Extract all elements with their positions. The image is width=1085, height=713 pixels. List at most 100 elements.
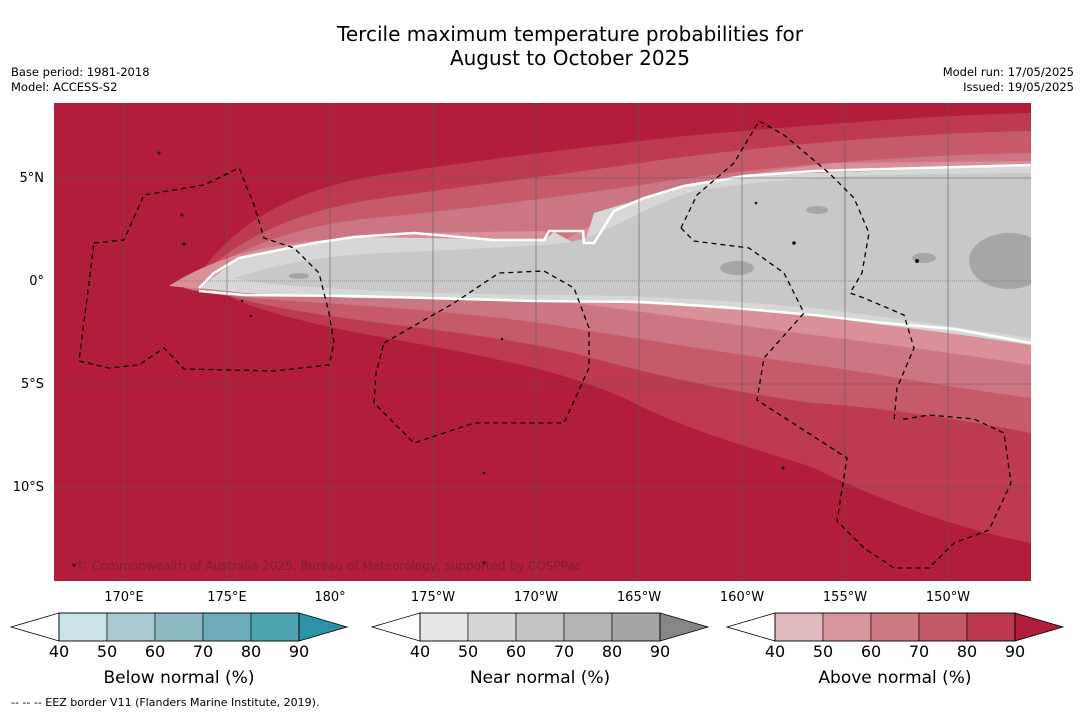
island-speck (754, 201, 758, 205)
above-colorbar-tick-label: 40 (764, 642, 786, 661)
eez-footnote: -- -- -- EEZ border V11 (Flanders Marine… (11, 696, 320, 709)
map-title-line-1: Tercile maximum temperature probabilitie… (337, 22, 803, 46)
island-speck (482, 471, 486, 475)
above-colorbar-tick-label: 90 (1004, 642, 1026, 661)
island-speck (182, 242, 186, 246)
near-60-patch-north (806, 206, 828, 214)
below-colorbar-tick-label: 40 (48, 642, 70, 661)
near-colorbar-bin (467, 612, 517, 642)
above-colorbar-tick-label: 60 (860, 642, 882, 661)
above-colorbar-min-arrow (726, 612, 776, 642)
near-colorbar-tick-label: 70 (553, 642, 575, 661)
island-speck (915, 259, 919, 263)
lat-label-equator: 0° (29, 274, 44, 289)
near-60-patch-east (969, 233, 1031, 289)
below-colorbar-max-arrow (298, 612, 349, 642)
island-speck (180, 213, 184, 217)
lon-label-175e: 175°E (207, 590, 247, 605)
near-colorbar-frame (419, 612, 661, 642)
above-colorbar-bin (870, 612, 920, 642)
island-speck (72, 563, 76, 567)
lon-label-170w: 170°W (513, 590, 559, 605)
island-speck (792, 241, 796, 245)
near-60-patch-small (720, 261, 754, 275)
near-colorbar-max-arrow (659, 612, 710, 642)
above-normal-title: Above normal (%) (818, 668, 972, 688)
above-normal-colorbar (726, 612, 1065, 642)
above-colorbar-tick-label: 80 (956, 642, 978, 661)
eez-borders (78, 120, 1012, 569)
near-colorbar-bin (563, 612, 613, 642)
below-colorbar-bin (250, 612, 300, 642)
near-60-patch-tiny (289, 273, 309, 279)
probability-map: © Commonwealth of Australia 2025, Bureau… (54, 103, 1031, 581)
island-speck (482, 561, 486, 565)
near-colorbar-tick-label: 80 (601, 642, 623, 661)
near-colorbar-bin (419, 612, 469, 642)
below-colorbar-bin (202, 612, 252, 642)
eez-phoenix-islands (373, 270, 590, 444)
island-speck (240, 299, 244, 303)
below-colorbar-tick-label: 50 (96, 642, 118, 661)
lon-label-155w: 155°W (822, 590, 868, 605)
island-speck (157, 151, 161, 155)
map-title: Tercile maximum temperature probabilitie… (0, 22, 1085, 70)
near-50-region (234, 173, 1031, 338)
model-text: Model: ACCESS-S2 (11, 80, 118, 94)
below-colorbar-tick-label: 60 (144, 642, 166, 661)
above-colorbar-tick-label: 50 (812, 642, 834, 661)
lon-label-170e: 170°E (104, 590, 144, 605)
near-colorbar-bin (611, 612, 661, 642)
graticule (54, 103, 1031, 581)
above-colorbar-bin (966, 612, 1016, 642)
lat-label-5n: 5°N (19, 171, 45, 186)
below-colorbar-bin (106, 612, 156, 642)
above-colorbar-frame (774, 612, 1016, 642)
island-speck (500, 337, 504, 341)
above-colorbar-bin (774, 612, 824, 642)
near-colorbar-tick-label: 90 (649, 642, 671, 661)
meta-left: Base period: 1981-2018 Model: ACCESS-S2 (11, 65, 150, 95)
below-colorbar-tick-label: 90 (288, 642, 310, 661)
near-colorbar-tick-label: 60 (505, 642, 527, 661)
map-canvas: © Commonwealth of Australia 2025, Bureau… (54, 103, 1031, 581)
lat-label-10s: 10°S (12, 480, 44, 495)
near-colorbar-bins (419, 612, 661, 642)
near-colorbar-tick-label: 40 (409, 642, 431, 661)
islands (72, 151, 919, 567)
below-colorbar-bins (58, 612, 300, 642)
near-normal-colorbar (371, 612, 710, 642)
lon-label-180: 180° (314, 590, 346, 605)
issued-text: Issued: 19/05/2025 (963, 80, 1074, 94)
near-colorbar-bin (515, 612, 565, 642)
lon-label-150w: 150°W (925, 590, 971, 605)
lat-label-5s: 5°S (20, 377, 44, 392)
tercile-boundary-line (198, 163, 1031, 345)
base-period-text: Base period: 1981-2018 (11, 65, 150, 79)
lon-label-160w: 160°W (719, 590, 765, 605)
above-colorbar-max-arrow (1014, 612, 1065, 642)
below-colorbar-bin (154, 612, 204, 642)
below-colorbar-frame (58, 612, 300, 642)
below-colorbar-tick-label: 80 (240, 642, 262, 661)
lon-label-175w: 175°W (410, 590, 456, 605)
above-colorbar-bin (918, 612, 968, 642)
below-colorbar-bin (58, 612, 108, 642)
above-colorbar-tick-label: 70 (908, 642, 930, 661)
meta-right: Model run: 17/05/2025 Issued: 19/05/2025 (943, 65, 1074, 95)
near-colorbar-tick-label: 50 (457, 642, 479, 661)
lon-label-165w: 165°W (616, 590, 662, 605)
model-run-text: Model run: 17/05/2025 (942, 65, 1074, 79)
above-colorbar-bins (774, 612, 1016, 642)
island-speck (781, 466, 785, 470)
above-colorbar-bin (822, 612, 872, 642)
below-normal-title: Below normal (%) (103, 668, 255, 688)
copyright-notice: © Commonwealth of Australia 2025, Bureau… (76, 559, 581, 573)
below-colorbar-tick-label: 70 (192, 642, 214, 661)
map-title-line-2: August to October 2025 (449, 46, 691, 70)
near-colorbar-min-arrow (371, 612, 421, 642)
eez-line-islands-north (680, 120, 915, 422)
below-normal-colorbar (10, 612, 349, 642)
below-colorbar-min-arrow (10, 612, 60, 642)
island-speck (249, 314, 253, 318)
